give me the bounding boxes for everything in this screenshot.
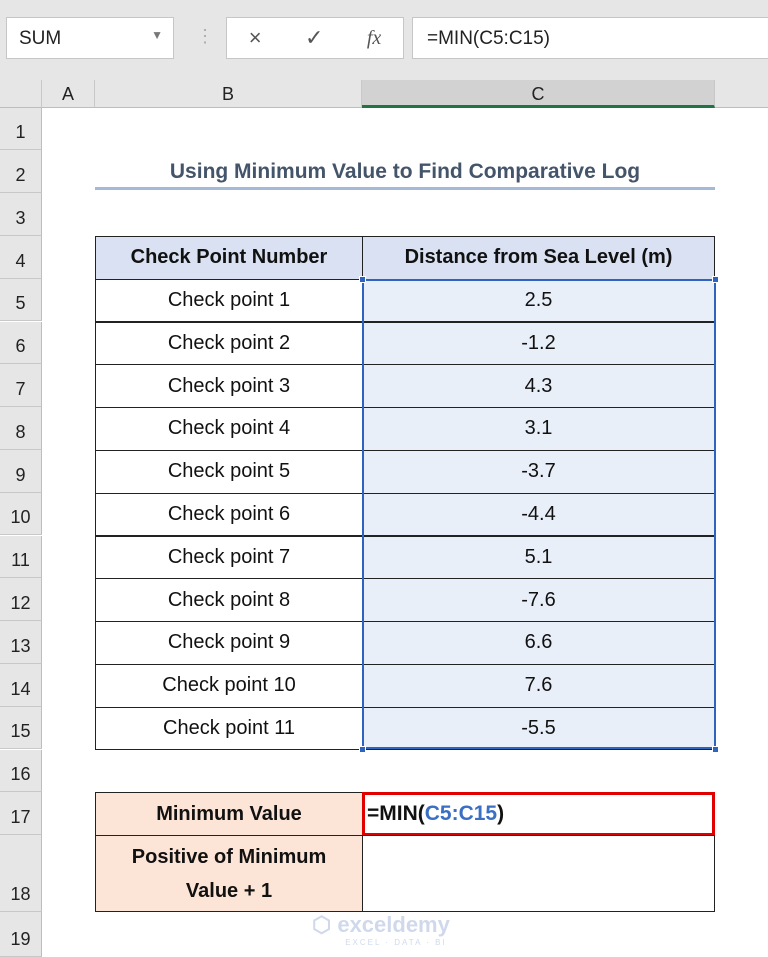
watermark-tagline: EXCEL · DATA · BI [345,938,447,947]
formula-text: =MIN( [367,802,425,825]
distance-cell[interactable]: 4.3 [362,364,715,409]
row-header-18[interactable]: 18 [0,835,42,913]
name-box-value: SUM [19,28,62,49]
distance-cell[interactable]: -3.7 [362,449,715,494]
positive-value-cell[interactable] [362,835,715,912]
row-header-1[interactable]: 1 [0,107,42,151]
row-header-10[interactable]: 10 [0,492,42,536]
sheet-title: Using Minimum Value to Find Comparative … [95,150,715,190]
formula-text-end: ) [497,802,505,825]
row-header-2[interactable]: 2 [0,150,42,194]
row-header-14[interactable]: 14 [0,663,42,707]
row-header-7[interactable]: 7 [0,364,42,408]
column-header-b[interactable]: B [95,80,362,108]
exceldemy-watermark: ⬡ exceldemy EXCEL · DATA · BI [312,912,450,947]
table-header-checkpoint[interactable]: Check Point Number [95,235,363,280]
active-cell-c17[interactable]: =MIN(C5:C15) [362,792,715,836]
distance-cell[interactable]: 5.1 [362,535,715,580]
checkpoint-cell[interactable]: Check point 11 [95,706,363,751]
row-header-3[interactable]: 3 [0,193,42,236]
distance-cell[interactable]: -4.4 [362,492,715,537]
row-header-8[interactable]: 8 [0,407,42,450]
distance-cell[interactable]: -7.6 [362,578,715,623]
row-header-12[interactable]: 12 [0,578,42,622]
checkpoint-cell[interactable]: Check point 9 [95,621,363,665]
formula-buttons: × ✓ fx [226,17,404,59]
table-header-distance[interactable]: Distance from Sea Level (m) [362,235,715,280]
checkpoint-cell[interactable]: Check point 6 [95,492,363,537]
drag-handle-icon[interactable]: ⋮ [196,26,214,46]
column-header-blank [715,80,768,108]
positive-label-cell[interactable]: Positive of Minimum Value + 1 [95,835,363,912]
row-header-15[interactable]: 15 [0,706,42,750]
column-header-a[interactable]: A [42,80,95,108]
name-box[interactable]: SUM ▼ [6,17,174,59]
column-header-c[interactable]: C [362,80,715,108]
checkpoint-cell[interactable]: Check point 4 [95,407,363,451]
distance-cell[interactable]: -5.5 [362,706,715,751]
row-header-5[interactable]: 5 [0,278,42,322]
selection-handle[interactable] [359,275,366,283]
distance-cell[interactable]: 2.5 [362,278,715,323]
watermark-name: exceldemy [337,912,450,937]
row-header-6[interactable]: 6 [0,321,42,365]
checkpoint-cell[interactable]: Check point 5 [95,449,363,494]
row-header-17[interactable]: 17 [0,792,42,836]
selection-handle[interactable] [712,275,719,283]
checkpoint-cell[interactable]: Check point 1 [95,278,363,323]
checkpoint-cell[interactable]: Check point 8 [95,578,363,623]
distance-cell[interactable]: 6.6 [362,621,715,665]
row-header-11[interactable]: 11 [0,535,42,579]
selection-handle[interactable] [359,745,366,753]
cancel-icon[interactable]: × [248,25,262,50]
min-label-cell[interactable]: Minimum Value [95,792,363,836]
formula-input[interactable]: =MIN(C5:C15) [412,17,768,59]
selection-handle[interactable] [712,745,719,753]
row-header-9[interactable]: 9 [0,449,42,493]
checkpoint-cell[interactable]: Check point 2 [95,321,363,366]
checkpoint-cell[interactable]: Check point 3 [95,364,363,409]
formula-reference: C5:C15 [424,802,498,825]
selection-range [362,278,716,750]
distance-cell[interactable]: 7.6 [362,663,715,708]
select-all-button[interactable] [0,80,42,108]
row-header-13[interactable]: 13 [0,621,42,664]
watermark-logo: ⬡ exceldemy [312,912,450,937]
enter-icon[interactable]: ✓ [304,25,324,50]
chevron-down-icon[interactable]: ▼ [151,28,163,42]
insert-function-icon[interactable]: fx [366,26,382,49]
checkpoint-cell[interactable]: Check point 10 [95,663,363,708]
checkpoint-cell[interactable]: Check point 7 [95,535,363,580]
row-header-16[interactable]: 16 [0,749,42,793]
row-header-19[interactable]: 19 [0,912,42,957]
row-header-4[interactable]: 4 [0,235,42,279]
